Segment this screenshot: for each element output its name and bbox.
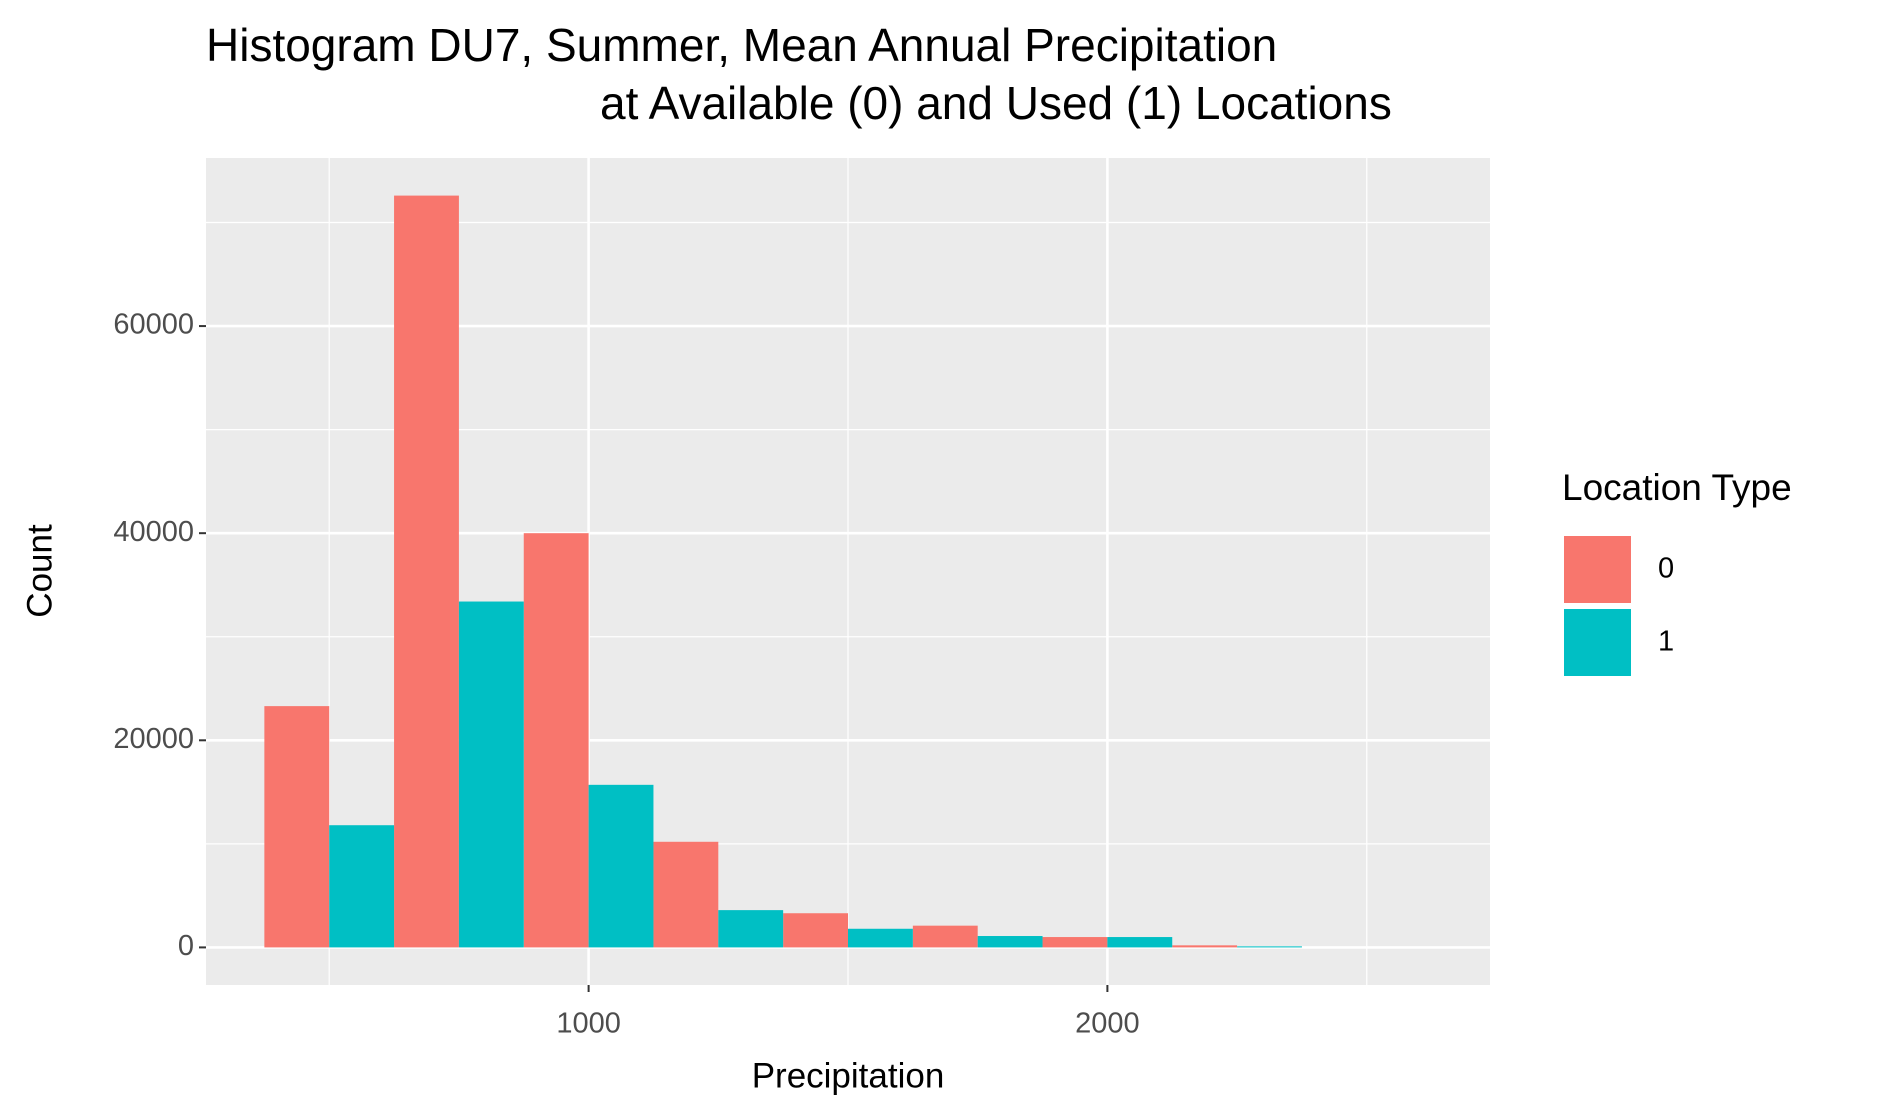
chart-title: at Available (0) and Used (1) Locations: [600, 77, 1392, 129]
x-tick-label: 2000: [1075, 1008, 1140, 1040]
bar: [653, 841, 719, 948]
bar: [1172, 945, 1238, 948]
x-axis-title: Precipitation: [752, 1056, 945, 1095]
bar: [264, 706, 330, 948]
bar: [523, 533, 589, 948]
y-tick-label: 20000: [113, 723, 194, 755]
legend-title: Location Type: [1562, 467, 1792, 508]
y-axis-title: Count: [20, 524, 59, 618]
bar: [848, 928, 913, 948]
bar: [329, 825, 395, 948]
legend-label: 0: [1658, 553, 1674, 585]
bar: [1042, 937, 1108, 948]
bar: [394, 195, 459, 948]
bar: [912, 925, 978, 948]
x-tick-label: 1000: [556, 1008, 621, 1040]
legend-label: 1: [1658, 626, 1674, 658]
bar: [783, 913, 848, 948]
chart-title: Histogram DU7, Summer, Mean Annual Preci…: [206, 19, 1277, 71]
bar: [458, 601, 524, 948]
y-tick-label: 0: [178, 930, 194, 962]
bar: [718, 910, 784, 948]
bar: [588, 784, 654, 948]
y-tick-label: 60000: [113, 309, 194, 341]
bar: [1107, 937, 1173, 948]
bar: [977, 936, 1043, 948]
y-tick-label: 40000: [113, 516, 194, 548]
bar: [1237, 946, 1302, 948]
legend-key: [1564, 536, 1631, 603]
legend-key: [1564, 609, 1631, 676]
